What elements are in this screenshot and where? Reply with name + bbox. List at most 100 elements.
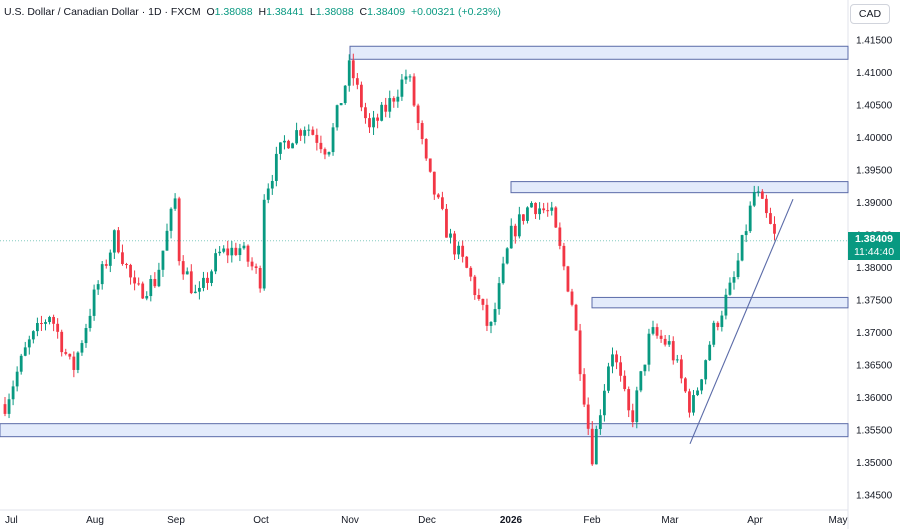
candle-body [534,202,537,215]
candle-body [509,225,513,249]
price-tick-label: 1.37000 [856,328,893,339]
candle-body [469,267,473,277]
candle-body [254,266,258,268]
candle-body [368,118,371,128]
candle-body [647,333,651,365]
candle-body [165,230,169,251]
candle-body [570,291,574,305]
candle-body [364,107,367,119]
candle-body [319,142,323,150]
candle-body [505,248,509,264]
candle-body [242,245,246,249]
supply-demand-zone [510,181,849,194]
candle-body [408,76,412,78]
candle-body [88,315,92,329]
candle-body [708,344,712,361]
candle-body [562,245,566,267]
price-tick-label: 1.34500 [856,491,893,502]
price-axis[interactable]: 1.41500 1.41000 1.40500 1.40000 1.39500 1.390… [856,35,893,501]
candle-body [351,60,355,79]
candle-body [202,277,205,288]
candle-body [619,362,622,376]
candle-body [177,198,181,262]
candle-body [635,390,639,423]
candle-body [773,223,776,234]
candle-body [692,395,695,413]
candle-body [40,323,43,325]
candle-body [149,278,153,297]
candle-body [279,142,282,154]
time-tick-label: Aug [86,515,104,526]
candle-body [513,225,517,237]
candle-body [60,331,64,353]
candle-body [258,267,262,289]
candle-body [7,399,11,414]
candle-body [31,331,35,340]
candle-body [315,134,319,143]
candle-body [311,129,315,135]
last-price-value: 1.38409 [855,233,893,245]
candle-body [210,271,213,283]
candle-body [441,197,444,209]
price-tick-label: 1.35000 [856,458,893,469]
candle-body [497,283,501,310]
close-label: C [359,6,368,18]
candle-body [347,60,351,86]
time-axis[interactable]: Jul Aug Sep Oct Nov Dec 2026 Feb Mar Apr May [5,515,847,526]
time-tick-label: Nov [341,515,359,526]
candle-body [659,335,663,339]
grid-layer [0,0,849,529]
price-tick-label: 1.38000 [856,263,893,274]
currency-button[interactable]: CAD [850,4,890,24]
candle-body [428,158,432,172]
candle-body [655,327,659,336]
candle-body [611,354,614,367]
candle-body [704,360,708,380]
bar-countdown: 11:44:40 [853,246,895,258]
candle-body [335,105,339,128]
candle-body [343,85,347,104]
candle-body [384,104,388,112]
candle-body [603,390,606,416]
candle-body [736,260,740,278]
candle-body [121,252,124,265]
candle-body [457,245,460,255]
candle-body [546,210,550,212]
candle-body [765,198,768,214]
candle-body [193,291,197,294]
time-tick-label: Dec [418,515,436,526]
candle-body [744,231,748,236]
price-tick-label: 1.40500 [856,100,893,111]
price-tick-label: 1.35500 [856,426,893,437]
change-value: +0.00321 (+0.23%) [410,6,501,18]
candle-body [173,198,177,209]
price-tick-label: 1.41000 [856,68,893,79]
candle-body [291,143,294,149]
candle-body [250,261,254,267]
price-tick-label: 1.41500 [856,35,893,46]
candle-body [473,276,477,296]
candle-body [538,208,541,215]
candle-body [436,194,440,198]
candle-body [445,208,448,238]
candle-body [724,294,728,316]
candle-body [274,153,278,181]
candle-body [732,277,736,283]
candle-body [404,76,408,80]
candle-body [489,321,493,326]
candle-body [283,140,286,143]
candle-body [19,355,23,372]
candle-body [230,247,234,256]
candle-body [416,105,420,124]
candle-body [27,339,31,348]
candle-body [222,248,226,252]
candle-body [720,315,724,327]
candle-body [485,304,489,326]
candle-body [129,264,132,278]
candle-body [675,359,679,361]
time-tick-label: Apr [747,515,763,526]
candle-body [52,316,55,324]
time-tick-label: Mar [661,515,679,526]
low-value: 1.38088 [315,6,354,18]
